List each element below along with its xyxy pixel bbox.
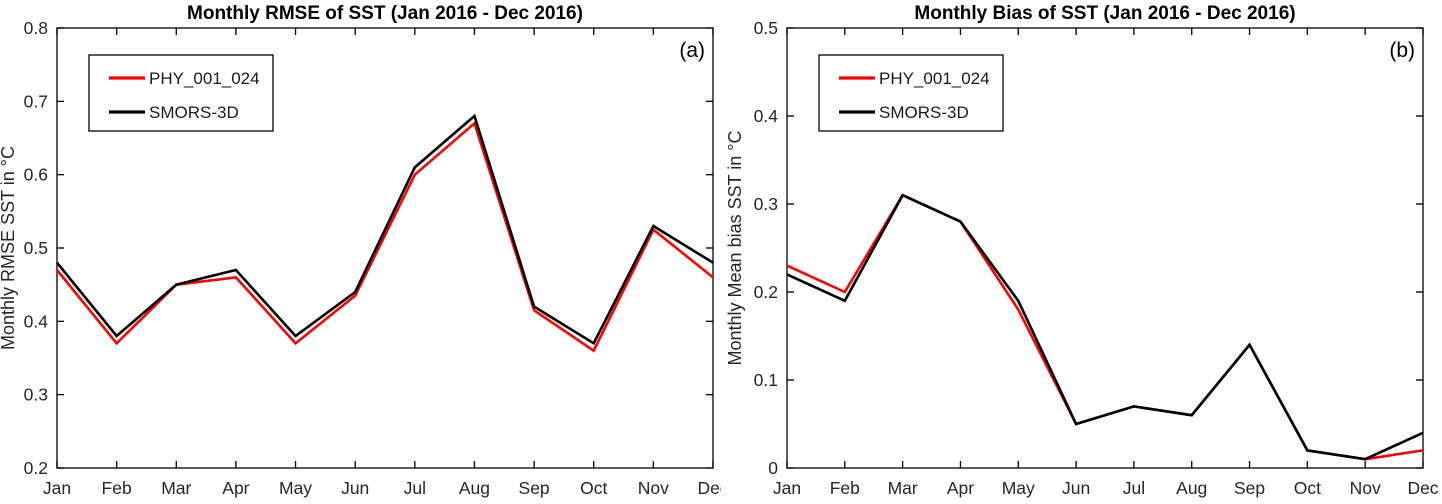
x-tick-label: Sep (1234, 478, 1265, 498)
x-tick-label: May (279, 478, 312, 498)
chart-rmse: Monthly RMSE of SST (Jan 2016 - Dec 2016… (0, 3, 721, 498)
x-tick-label: Jul (404, 478, 426, 498)
legend-label: PHY_001_024 (149, 69, 260, 88)
y-tick-label: 0.5 (24, 238, 48, 258)
y-tick-label: 0.8 (24, 18, 48, 38)
x-tick-label: Apr (947, 478, 974, 498)
legend-box (818, 54, 1004, 132)
panel-rmse: Monthly RMSE of SST (Jan 2016 - Dec 2016… (0, 3, 721, 498)
legend-label: PHY_001_024 (879, 69, 990, 88)
panel-label: (a) (679, 39, 705, 62)
chart-title: Monthly RMSE of SST (Jan 2016 - Dec 2016… (187, 3, 583, 24)
legend-label: SMORS-3D (879, 103, 969, 122)
y-tick-label: 0.3 (754, 194, 778, 214)
x-tick-label: Apr (222, 478, 249, 498)
x-tick-label: Sep (519, 478, 550, 498)
panel-label: (b) (1389, 39, 1415, 62)
legend: PHY_001_024 SMORS-3D (88, 54, 274, 132)
legend-box (88, 54, 274, 132)
y-axis-label: Monthly Mean bias SST in °C (725, 131, 745, 366)
x-tick-label: Jan (43, 478, 71, 498)
x-tick-label: Oct (580, 478, 607, 498)
chart-title: Monthly Bias of SST (Jan 2016 - Dec 2016… (914, 3, 1295, 24)
x-tick-label: Dec (697, 478, 721, 498)
y-tick-label: 0 (768, 458, 778, 478)
y-tick-label: 0.5 (754, 18, 778, 38)
x-tick-label: Mar (888, 478, 918, 498)
x-tick-label: Jun (341, 478, 369, 498)
x-tick-label: Nov (638, 478, 669, 498)
x-tick-label: Nov (1350, 478, 1381, 498)
legend-label: SMORS-3D (149, 103, 239, 122)
chart-bias: Monthly Bias of SST (Jan 2016 - Dec 2016… (725, 3, 1439, 498)
x-tick-label: Feb (830, 478, 860, 498)
y-tick-label: 0.3 (24, 385, 48, 405)
x-tick-label: May (1002, 478, 1035, 498)
x-tick-label: Aug (459, 478, 490, 498)
y-tick-label: 0.4 (24, 311, 49, 331)
series-line-smors-3d (786, 193, 1424, 461)
y-tick-label: 0.7 (24, 91, 48, 111)
x-tick-label: Jun (1062, 478, 1090, 498)
x-tick-label: Jul (1123, 478, 1145, 498)
series-line-phy-001-024 (55, 121, 714, 353)
y-tick-label: 0.4 (754, 106, 779, 126)
plot-frame (786, 27, 1424, 469)
y-tick-label: 0.2 (754, 282, 778, 302)
y-tick-label: 0.1 (754, 370, 778, 390)
x-tick-label: Dec (1407, 478, 1438, 498)
y-tick-label: 0.6 (24, 165, 48, 185)
axes (56, 27, 714, 469)
panel-bias: Monthly Bias of SST (Jan 2016 - Dec 2016… (721, 0, 1442, 504)
x-tick-label: Feb (102, 478, 132, 498)
series-line-smors-3d (55, 113, 714, 346)
x-tick-label: Jan (773, 478, 801, 498)
y-tick-label: 0.2 (24, 458, 48, 478)
legend: PHY_001_024 SMORS-3D (818, 54, 1004, 132)
axes (786, 27, 1424, 469)
y-axis-label: Monthly RMSE SST in °C (0, 146, 18, 350)
x-tick-label: Oct (1294, 478, 1321, 498)
x-tick-label: Aug (1176, 478, 1207, 498)
x-tick-label: Mar (161, 478, 191, 498)
